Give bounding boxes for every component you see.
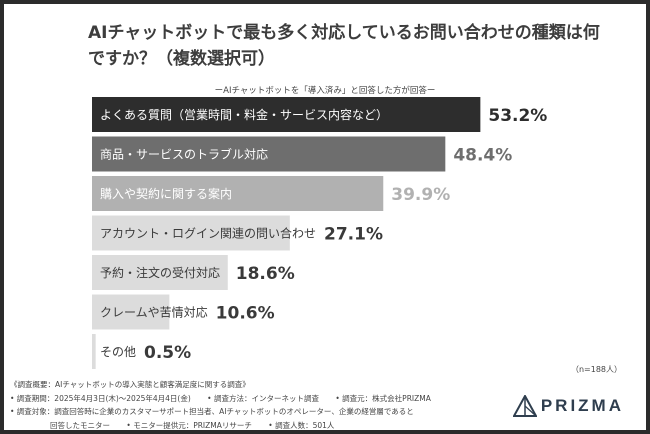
bar-2 <box>92 136 446 172</box>
bar-value-label-6: 10.6% <box>216 304 275 324</box>
bar-value-label-4: 27.1% <box>324 225 383 245</box>
bar-1 <box>92 97 481 132</box>
notes-provider: • モニター提供元：PRIZMAリサーチ <box>126 420 252 430</box>
notes-period: • 調査期間：2025年4月3日(木)〜2025年4月4日(金) <box>10 393 191 403</box>
notes-heading: 《調査概要：AIチャットボットの導入実態と顧客満足度に関する調査》 <box>10 380 250 389</box>
chart-title: AIチャットボットで最も多く対応しているお問い合わせの種類は何ですか？（複数選択… <box>88 23 600 69</box>
bar-value-label-2: 48.4% <box>453 146 512 166</box>
bar-6 <box>92 294 170 330</box>
notes-count: • 調査人数：501人 <box>268 420 335 430</box>
bar-7 <box>92 334 96 369</box>
bar-category-label-2: 商品・サービスのトラブル対応 <box>100 147 268 162</box>
bar-category-label-4: アカウント・ログイン関連の問い合わせ <box>100 226 316 241</box>
notes-org: • 調査元：株式会社PRIZMA <box>335 393 431 403</box>
notes-target-cont: 回答したモニター <box>50 420 110 430</box>
bar-value-label-7: 0.5% <box>144 343 191 363</box>
bar-category-label-5: 予約・注文の受付対応 <box>100 265 220 280</box>
bar-3 <box>92 176 384 211</box>
bar-value-label-3: 39.9% <box>391 185 450 205</box>
prizma-logo: PRIZMA <box>512 395 624 417</box>
prizma-triangle-icon <box>512 395 537 417</box>
bar-4 <box>92 215 290 251</box>
bar-value-label-1: 53.2% <box>488 106 547 126</box>
bar-category-label-3: 購入や契約に関する案内 <box>100 186 232 201</box>
bar-category-label-7: その他 <box>100 345 136 359</box>
notes-row-1: • 調査期間：2025年4月3日(木)〜2025年4月4日(金) • 調査方法：… <box>10 392 510 406</box>
bar-5 <box>92 255 228 290</box>
bar-value-label-5: 18.6% <box>236 264 295 284</box>
notes-method: • 調査方法：インターネット調査 <box>207 393 319 403</box>
prizma-logo-text: PRIZMA <box>540 396 624 415</box>
notes-row-3: 回答したモニター • モニター提供元：PRIZMAリサーチ • 調査人数：501… <box>10 419 510 433</box>
bar-category-label-1: よくある質問（営業時間・料金・サービス内容など） <box>100 107 388 122</box>
bar-category-label-6: クレームや苦情対応 <box>100 306 208 320</box>
survey-notes: 《調査概要：AIチャットボットの導入実態と顧客満足度に関する調査》 • 調査期間… <box>10 378 510 432</box>
chart-subtitle: ーAIチャットボットを「導入済み」と回答した方が回答ー <box>214 86 436 96</box>
sample-size-note: （n=188人） <box>570 365 622 374</box>
notes-target: • 調査対象：調査回答時に企業のカスタマーサポート担当者、AIチャットボットのオ… <box>10 407 414 416</box>
